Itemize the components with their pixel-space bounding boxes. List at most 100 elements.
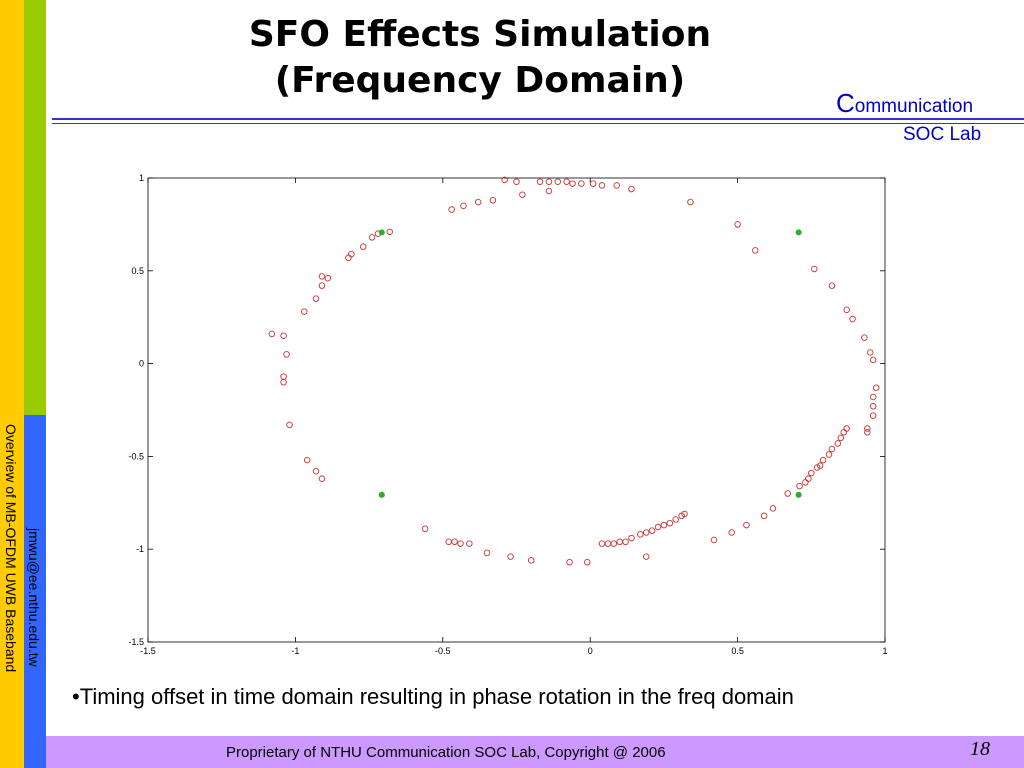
slide-title: SFO Effects Simulation (Frequency Domain…: [150, 12, 810, 104]
data-point: [527, 557, 535, 564]
data-point: [318, 475, 326, 482]
y-tick-label: 1: [139, 173, 144, 183]
data-point: [666, 519, 674, 527]
data-point: [566, 558, 573, 566]
data-point: [869, 412, 877, 419]
side-title: Overview of MB-OFDM UWB Baseband: [3, 424, 19, 673]
slide-title-line1: SFO Effects Simulation: [248, 14, 712, 55]
ideal-point: [378, 491, 385, 498]
data-point: [584, 558, 591, 566]
scatter-chart: -1.5 -1 -0.5 0 0.5 1 -1.5 -1 -0.5 0 0.5 1: [128, 173, 887, 656]
data-point: [710, 536, 718, 544]
data-point: [728, 529, 735, 536]
data-point: [386, 228, 393, 236]
lab-logo-word: ommunication: [854, 96, 974, 117]
data-point: [637, 531, 644, 538]
data-point: [359, 243, 367, 250]
ideal-point: [378, 229, 385, 236]
data-point: [578, 180, 585, 187]
header-rule-thin: [52, 123, 1024, 124]
data-point: [489, 197, 497, 204]
ideal-point: [795, 229, 802, 236]
data-point: [642, 553, 650, 560]
x-tick-label: 0.5: [731, 646, 744, 656]
data-point: [796, 482, 803, 490]
x-tick-label: -1: [291, 646, 299, 656]
data-point: [513, 178, 520, 185]
data-point: [864, 425, 871, 432]
data-point: [474, 198, 482, 206]
y-tick-label: 0.5: [131, 266, 144, 276]
data-point: [660, 521, 668, 529]
data-point: [545, 178, 553, 185]
data-point: [648, 527, 656, 534]
data-point: [760, 512, 768, 520]
y-tick-label: 0: [139, 359, 144, 369]
ideal-point: [795, 491, 802, 498]
footer-text: Proprietary of NTHU Communication SOC La…: [226, 744, 666, 761]
data-point: [483, 549, 491, 557]
data-point: [654, 523, 662, 531]
author-email: jmwu@ee.nthu.edu.tw: [26, 528, 42, 667]
data-point: [448, 206, 455, 213]
data-point: [312, 467, 320, 475]
data-point: [819, 456, 827, 464]
x-tick-label: 1: [882, 646, 887, 656]
data-point: [318, 282, 326, 289]
data-point: [869, 403, 877, 410]
data-point: [421, 525, 429, 533]
data-point: [628, 534, 635, 542]
data-point: [445, 538, 452, 546]
bullet-text: •Timing offset in time domain resulting …: [72, 684, 794, 709]
data-point: [825, 451, 833, 458]
y-tick-label: -1: [136, 544, 144, 554]
lab-logo-line2: SOC Lab: [903, 124, 982, 145]
y-tick-label: -0.5: [128, 451, 144, 461]
data-point: [849, 315, 856, 323]
data-point: [828, 445, 836, 453]
data-point: [872, 384, 880, 391]
data-point: [672, 516, 679, 523]
data-point: [769, 505, 777, 512]
data-point: [869, 356, 877, 364]
data-point: [318, 273, 326, 280]
data-point: [743, 521, 750, 529]
data-point: [616, 538, 623, 546]
data-point: [589, 180, 597, 187]
header-rule: [52, 118, 1024, 120]
page-number: 18: [970, 738, 990, 760]
data-point: [687, 198, 694, 206]
data-point: [507, 553, 514, 560]
data-point: [784, 490, 791, 497]
y-tick-label: -1.5: [128, 637, 144, 647]
data-point: [312, 295, 320, 302]
data-point: [569, 180, 576, 187]
x-tick-label: -1.5: [140, 646, 156, 656]
data-point: [613, 182, 620, 189]
data-point: [834, 440, 842, 447]
plot-frame: [147, 177, 886, 643]
x-tick-label: -0.5: [435, 646, 451, 656]
data-point: [300, 308, 308, 315]
data-point: [545, 187, 553, 195]
data-point: [810, 265, 818, 273]
data-point: [840, 429, 847, 436]
data-point: [286, 421, 293, 429]
footer-bar: [46, 736, 1024, 768]
data-point: [752, 247, 759, 254]
data-point: [283, 351, 290, 358]
data-point: [280, 378, 287, 386]
data-point: [554, 178, 562, 185]
data-point: [368, 234, 376, 241]
data-point: [843, 306, 850, 314]
data-point: [466, 540, 473, 547]
data-point: [864, 429, 871, 436]
data-point: [268, 330, 276, 338]
data-point: [280, 332, 287, 340]
data-point: [642, 529, 650, 536]
left-bar-yellow: [0, 0, 24, 768]
data-point: [563, 178, 570, 185]
data-point: [828, 282, 836, 289]
data-point: [348, 250, 355, 258]
data-point: [598, 182, 606, 189]
